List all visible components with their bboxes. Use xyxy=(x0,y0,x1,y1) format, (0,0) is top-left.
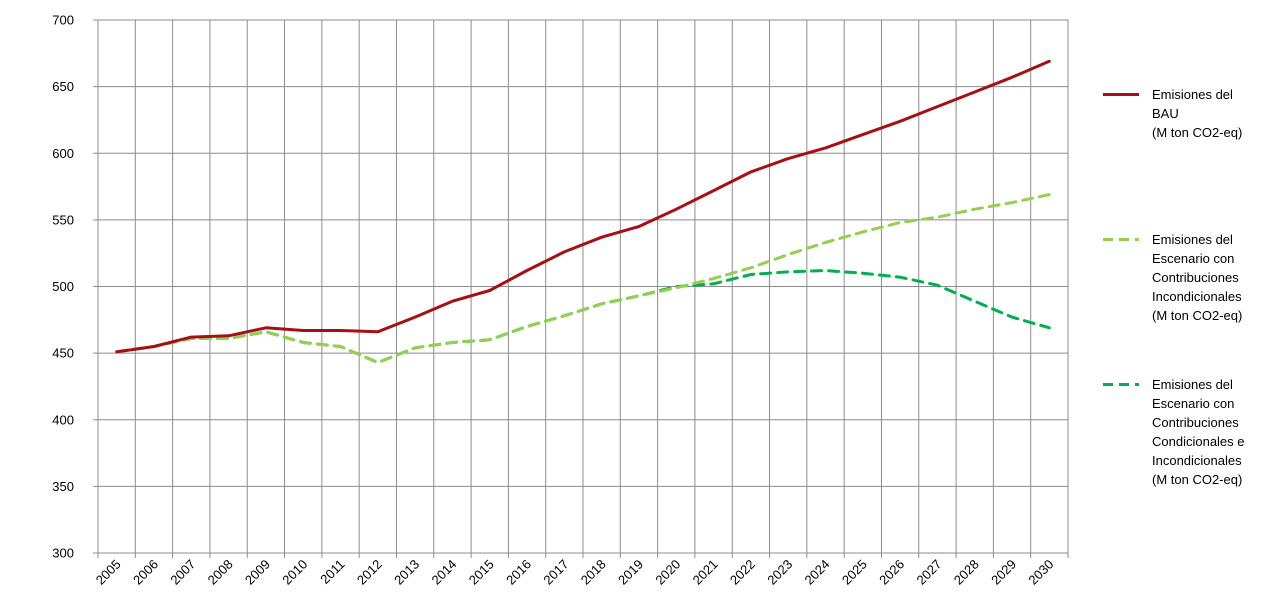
x-tick-label: 2029 xyxy=(988,557,1019,588)
x-tick-label: 2006 xyxy=(130,557,161,588)
x-tick-label: 2010 xyxy=(279,557,310,588)
x-tick-label: 2024 xyxy=(802,557,833,588)
x-tick-label: 2015 xyxy=(466,557,497,588)
legend-line: Escenario con xyxy=(1152,251,1235,266)
y-tick-label: 650 xyxy=(52,79,74,94)
x-tick-label: 2030 xyxy=(1025,557,1056,588)
y-tick-label: 700 xyxy=(52,13,74,28)
x-tick-label: 2017 xyxy=(540,557,571,588)
legend-label-incondicionales: Emisiones del Escenario con Contribucion… xyxy=(1152,230,1272,325)
legend-label-condicionales: Emisiones del Escenario con Contribucion… xyxy=(1152,375,1272,489)
legend-line: Condicionales e xyxy=(1152,434,1245,449)
legend-label-bau: Emisiones del BAU (M ton CO2-eq) xyxy=(1152,85,1272,142)
x-tick-label: 2020 xyxy=(652,557,683,588)
x-tick-label: 2021 xyxy=(690,557,721,588)
legend-swatch-bau xyxy=(1103,93,1139,96)
y-tick-label: 500 xyxy=(52,279,74,294)
x-tick-label: 2018 xyxy=(578,557,609,588)
legend-line: Contribuciones xyxy=(1152,270,1239,285)
x-tick-label: 2009 xyxy=(242,557,273,588)
series-line-bau xyxy=(115,59,1051,354)
y-tick-label: 550 xyxy=(52,212,74,227)
y-tick-label: 600 xyxy=(52,146,74,161)
legend-line: Escenario con xyxy=(1152,396,1235,411)
legend-line: BAU xyxy=(1152,106,1179,121)
x-tick-label: 2007 xyxy=(167,557,198,588)
y-tick-label: 300 xyxy=(52,546,74,561)
x-tick-label: 2025 xyxy=(839,557,870,588)
x-tick-label: 2026 xyxy=(876,557,907,588)
x-tick-label: 2014 xyxy=(428,557,459,588)
x-tick-label: 2023 xyxy=(764,557,795,588)
x-tick-label: 2028 xyxy=(951,557,982,588)
legend-line: Emisiones del xyxy=(1152,87,1233,102)
x-tick-label: 2019 xyxy=(615,557,646,588)
legend-line: Emisiones del xyxy=(1152,377,1233,392)
legend-line: (M ton CO2-eq) xyxy=(1152,308,1243,323)
x-tick-label: 2008 xyxy=(205,557,236,588)
legend-line: (M ton CO2-eq) xyxy=(1152,472,1243,487)
legend-swatch-incondicionales xyxy=(1103,238,1139,241)
x-tick-label: 2013 xyxy=(391,557,422,588)
y-tick-label: 400 xyxy=(52,412,74,427)
x-tick-label: 2005 xyxy=(93,557,124,588)
legend-line: Incondicionales xyxy=(1152,289,1242,304)
x-tick-label: 2016 xyxy=(503,557,534,588)
x-tick-label: 2012 xyxy=(354,557,385,588)
x-tick-label: 2011 xyxy=(317,557,347,587)
legend-line: (M ton CO2-eq) xyxy=(1152,125,1243,140)
legend-line: Incondicionales xyxy=(1152,453,1242,468)
legend-line: Emisiones del xyxy=(1152,232,1233,247)
x-tick-label: 2022 xyxy=(727,557,758,588)
y-tick-label: 450 xyxy=(52,346,74,361)
x-tick-label: 2027 xyxy=(913,557,944,588)
legend-line: Contribuciones xyxy=(1152,415,1239,430)
legend-swatch-condicionales xyxy=(1103,383,1139,386)
series-line-incondicionales xyxy=(115,193,1051,364)
y-tick-label: 350 xyxy=(52,479,74,494)
